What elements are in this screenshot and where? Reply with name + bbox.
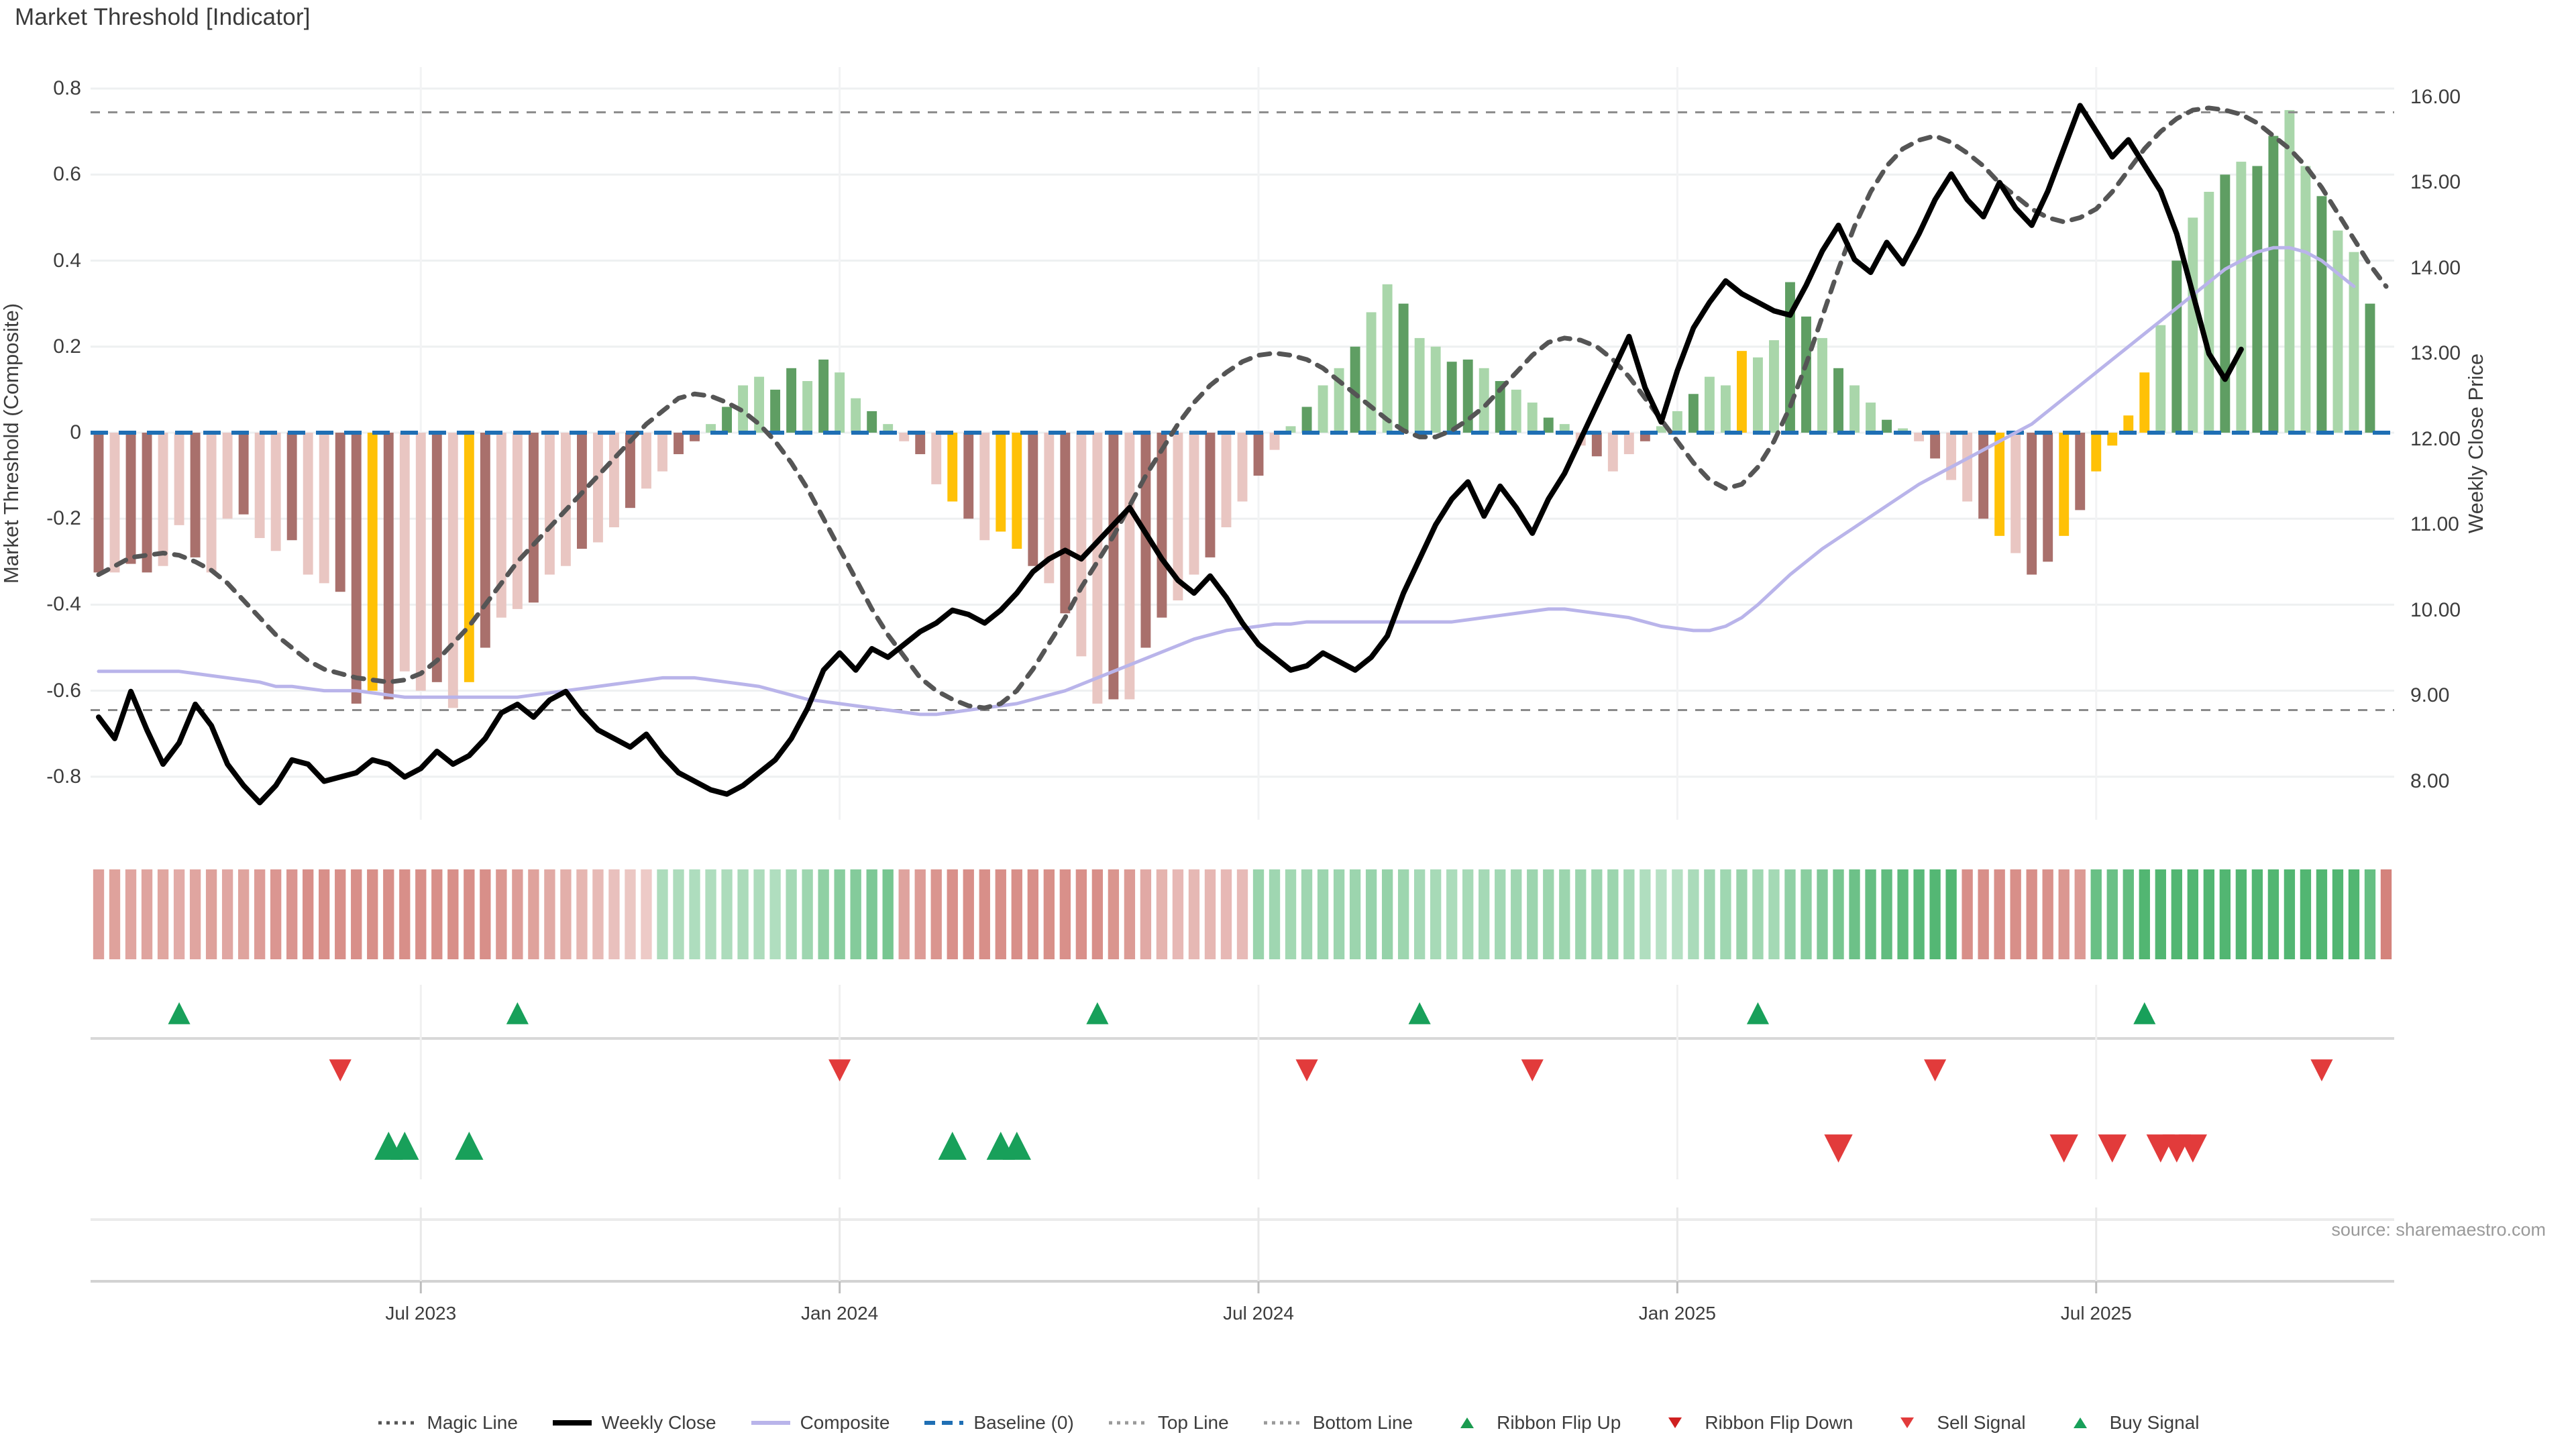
y-tick-right: 14.00 [2410,256,2461,279]
ribbon-flip-up-marker-icon [506,1002,529,1024]
ribbon-flip-down-marker-icon [2310,1059,2333,1081]
buy-signal-marker-icon [390,1132,419,1160]
footer-axis-svg [91,1208,2394,1293]
buy-signal-marker-icon [455,1132,484,1160]
legend-label: Weekly Close [601,1412,716,1433]
sell-signal-marker-icon [2049,1134,2078,1163]
y-tick-left: 0 [70,421,81,443]
sell-signal-marker-icon [2178,1134,2207,1163]
ribbon-flip-down-marker-icon [828,1059,851,1081]
y-tick-right: 12.00 [2410,427,2461,450]
legend-label: Bottom Line [1312,1412,1413,1433]
legend-item-ribbon-flip-up[interactable]: Ribbon Flip Up [1446,1412,1621,1434]
x-tick-label: Jul 2025 [2060,1303,2132,1324]
triangle-down-icon [1654,1413,1696,1432]
ribbon-flip-down-marker-icon [1295,1059,1318,1081]
ribbon-flip-up-marker-icon [1746,1002,1770,1024]
footer-axis-panel: Jul 2023 Jan 2024 Jul 2024 Jan 2025 Jul 2025 [91,1208,2394,1324]
dotted-line-swatch [1263,1413,1304,1432]
dotted-line-swatch [377,1413,419,1432]
y-tick-left: 0.8 [53,77,81,100]
legend-item-baseline-0[interactable]: Baseline (0) [923,1412,1074,1434]
dashed-line-swatch [923,1413,965,1432]
buy-signal-marker-icon [1002,1132,1031,1160]
buy-signal-marker-icon [938,1132,967,1160]
legend-item-buy-signal[interactable]: Buy Signal [2059,1412,2200,1434]
legend-label: Top Line [1157,1412,1229,1433]
legend-label: Baseline (0) [973,1412,1074,1433]
ribbon-strip-svg [93,869,2392,959]
y-tick-right: 13.00 [2410,342,2461,365]
dotted-line-swatch [1108,1413,1149,1432]
main-chart-svg [91,67,2394,820]
legend-item-bottom-line[interactable]: Bottom Line [1263,1412,1413,1434]
y-tick-right: 8.00 [2410,769,2450,792]
y-tick-right: 10.00 [2410,598,2461,621]
y-tick-right: 16.00 [2410,85,2461,108]
y-tick-left: -0.2 [46,507,81,530]
y-tick-right: 11.00 [2410,513,2459,536]
legend-item-composite[interactable]: Composite [750,1412,890,1434]
y-tick-left: -0.8 [46,765,81,788]
y-axis-right-label: Weekly Close Price [2464,353,2487,534]
triangle-up-icon [1446,1413,1488,1432]
ribbon-flip-down-marker-icon [1924,1059,1947,1081]
legend-item-top-line[interactable]: Top Line [1108,1412,1229,1434]
ribbon-flip-up-marker-icon [168,1002,191,1024]
sell-signal-marker-icon [2098,1134,2127,1163]
y-tick-left: 0.2 [53,335,81,358]
y-tick-left: 0.4 [53,249,81,272]
legend-item-ribbon-flip-down[interactable]: Ribbon Flip Down [1654,1412,1853,1434]
legend-label: Magic Line [427,1412,518,1433]
x-tick-label: Jan 2024 [801,1303,879,1324]
y-tick-left: 0.6 [53,163,81,186]
page-title: Market Threshold [Indicator] [15,4,311,30]
ribbon-flip-up-marker-icon [2133,1002,2156,1024]
x-tick-label: Jan 2025 [1638,1303,1716,1324]
x-tick-label: Jul 2024 [1223,1303,1294,1324]
y-axis-left-label: Market Threshold (Composite) [0,303,23,584]
ribbon-regime-strip [91,867,2394,962]
sell-signal-marker-icon [1824,1134,1853,1163]
y-tick-right: 15.00 [2410,171,2461,194]
y-tick-right: 9.00 [2410,684,2450,707]
ribbon-flip-up-marker-icon [1086,1002,1109,1024]
legend-label: Ribbon Flip Down [1705,1412,1854,1433]
main-chart-panel: Market Threshold (Composite) Weekly Clos… [0,67,2487,820]
triangle-down-icon [1886,1413,1928,1432]
ribbon-flip-up-marker-icon [1408,1002,1431,1024]
legend-item-sell-signal[interactable]: Sell Signal [1886,1412,2026,1434]
y-tick-left: -0.6 [46,679,81,702]
legend-label: Ribbon Flip Up [1497,1412,1621,1433]
source-attribution: source: sharemaestro.com [2331,1220,2546,1240]
legend-item-magic-line[interactable]: Magic Line [377,1412,518,1434]
solid-line-swatch [750,1413,792,1432]
solid-line-swatch [551,1413,593,1432]
legend-label: Composite [800,1412,890,1433]
legend-item-weekly-close[interactable]: Weekly Close [551,1412,716,1434]
ribbon-flip-down-marker-icon [329,1059,352,1081]
ribbon-flip-down-marker-icon [1521,1059,1544,1081]
legend-label: Sell Signal [1937,1412,2026,1433]
y-tick-left: -0.4 [46,593,81,616]
signal-markers-panel [91,985,2394,1179]
triangle-up-icon [2059,1413,2101,1432]
x-tick-label: Jul 2023 [385,1303,457,1324]
chart-legend: Magic Line Weekly Close Composite Baseline … [0,1412,2576,1434]
signal-markers-svg [91,985,2394,1179]
legend-label: Buy Signal [2109,1412,2200,1433]
